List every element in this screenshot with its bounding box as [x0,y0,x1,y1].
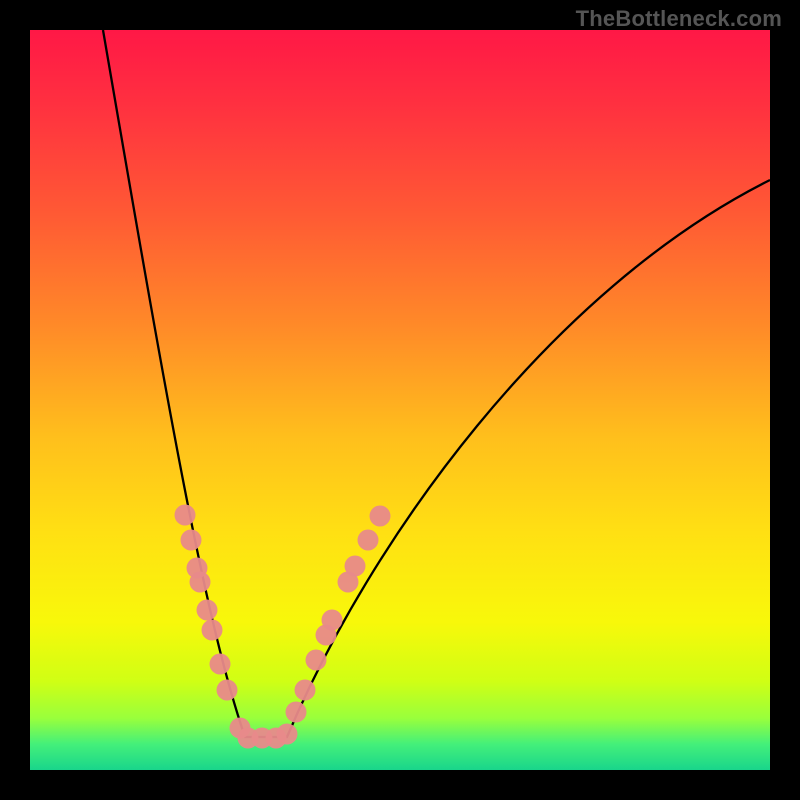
data-marker [345,556,366,577]
data-marker [358,530,379,551]
data-marker [306,650,327,671]
data-marker [286,702,307,723]
data-marker [197,600,218,621]
data-marker [210,654,231,675]
watermark-text: TheBottleneck.com [576,6,782,32]
data-marker [175,505,196,526]
bottleneck-chart [0,0,800,800]
data-marker [322,610,343,631]
data-marker [370,506,391,527]
gradient-background [30,30,770,770]
data-marker [295,680,316,701]
data-marker [202,620,223,641]
data-marker [181,530,202,551]
data-marker [217,680,238,701]
chart-frame: TheBottleneck.com [0,0,800,800]
data-marker [190,572,211,593]
data-marker [277,724,298,745]
